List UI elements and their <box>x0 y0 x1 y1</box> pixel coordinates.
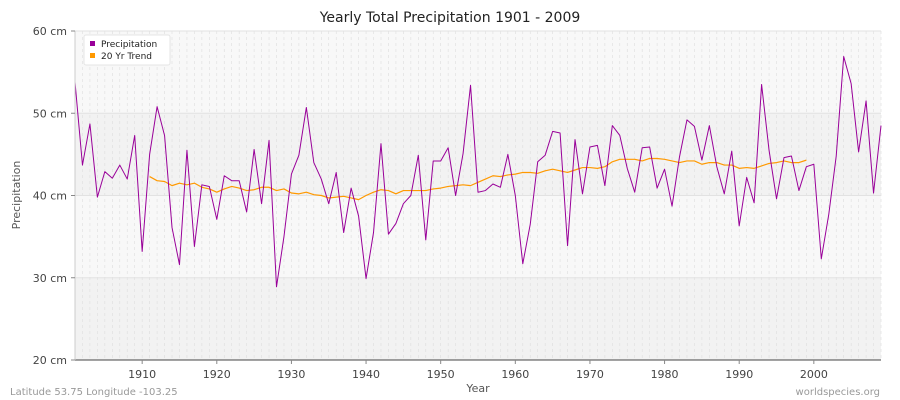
series-lines <box>74 56 882 288</box>
x-tick-label: 1960 <box>501 368 529 381</box>
x-tick-label: 1930 <box>277 368 305 381</box>
x-tick-label: 1940 <box>352 368 380 381</box>
x-tick-label: 1950 <box>427 368 455 381</box>
x-axis-label: Year <box>465 382 490 395</box>
y-tick-label: 30 cm <box>33 272 67 285</box>
series-line-precipitation <box>74 56 882 288</box>
chart-title: Yearly Total Precipitation 1901 - 2009 <box>319 10 581 26</box>
y-axis-label: Precipitation <box>10 161 23 230</box>
footer-source: worldspecies.org <box>796 387 880 398</box>
y-tick-label: 60 cm <box>33 25 67 38</box>
x-tick-label: 2000 <box>800 368 828 381</box>
footer-location: Latitude 53.75 Longitude -103.25 <box>10 387 178 398</box>
y-tick-label: 20 cm <box>33 354 67 367</box>
x-tick-labels: 1910 1920 1930 1940 1950 1960 1970 1980 1990 2000 <box>128 360 828 381</box>
x-tick-label: 1990 <box>725 368 753 381</box>
y-tick-label: 40 cm <box>33 190 67 203</box>
legend-label-trend: 20 Yr Trend <box>101 52 152 62</box>
x-tick-label: 1970 <box>576 368 604 381</box>
legend-swatch-precipitation <box>90 41 95 46</box>
legend-label-precipitation: Precipitation <box>101 40 157 50</box>
legend-box <box>83 34 171 66</box>
legend-swatch-trend <box>90 53 95 58</box>
y-tick-labels: 20 cm 30 cm 40 cm 50 cm 60 cm <box>33 25 75 367</box>
x-tick-label: 1980 <box>651 368 679 381</box>
y-tick-label: 50 cm <box>33 107 67 120</box>
x-tick-label: 1920 <box>203 368 231 381</box>
legend: Precipitation 20 Yr Trend <box>83 34 171 66</box>
x-tick-label: 1910 <box>128 368 156 381</box>
